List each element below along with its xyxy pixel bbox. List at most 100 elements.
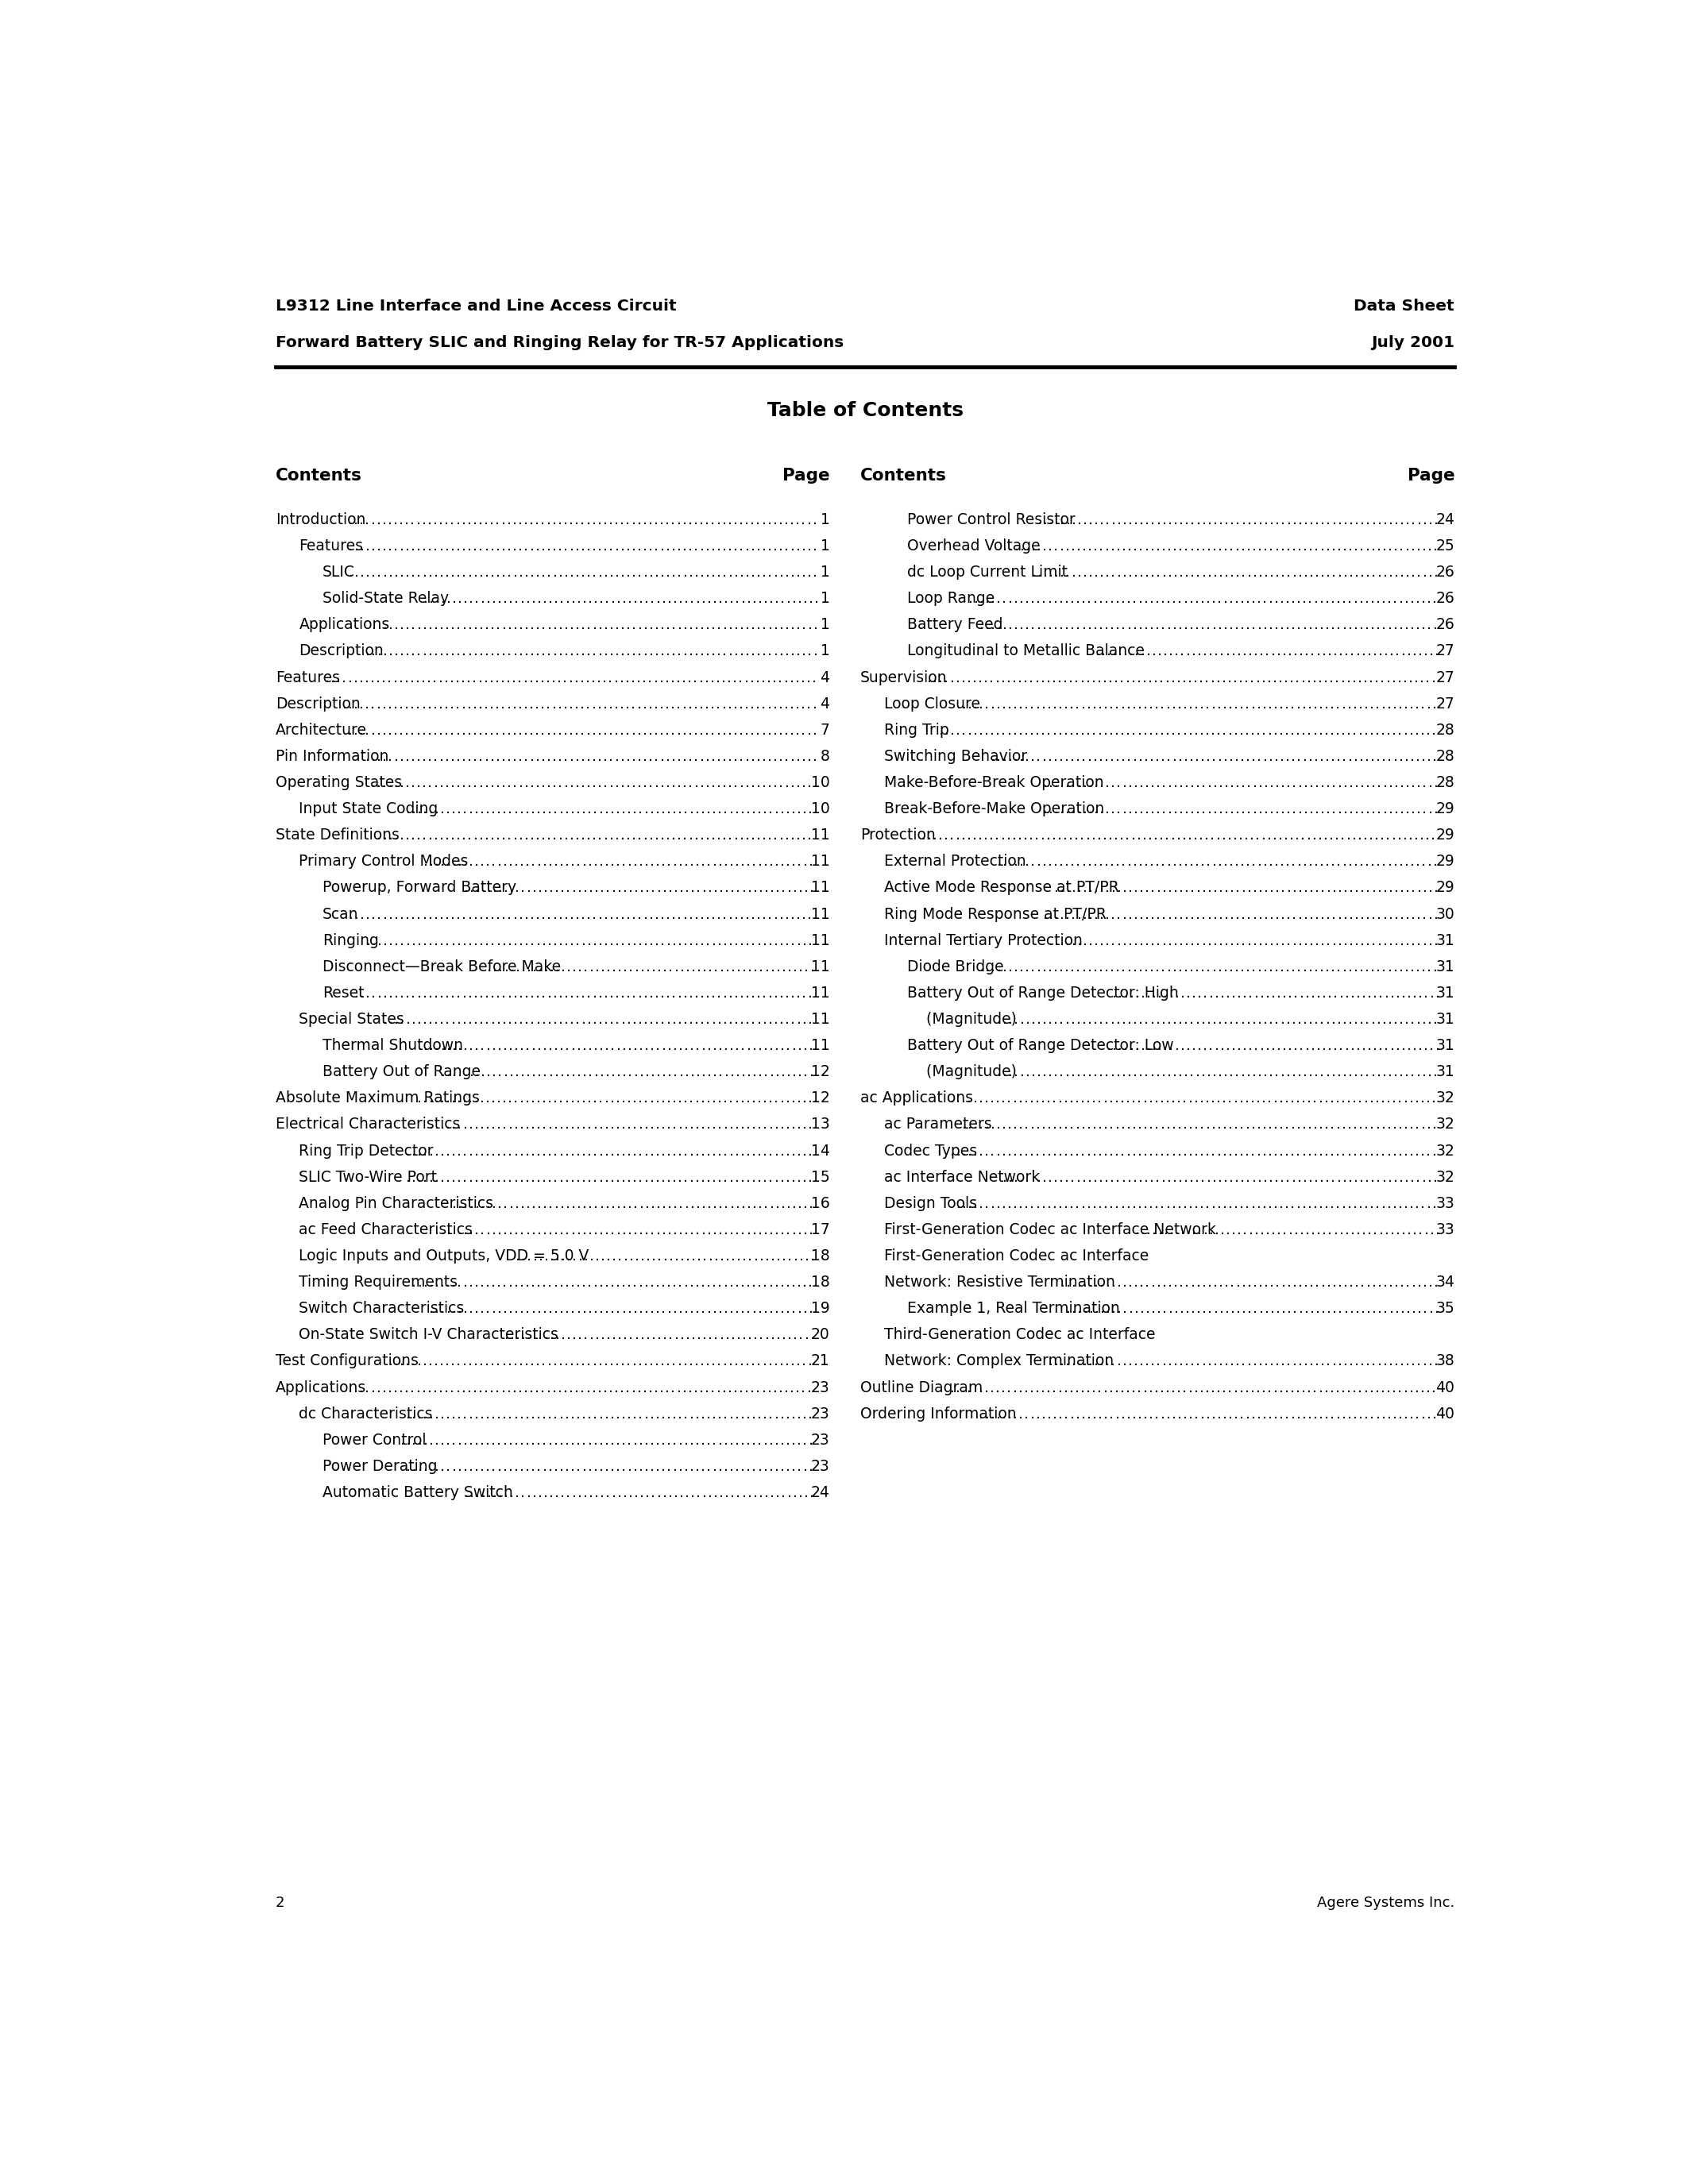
Text: .: . xyxy=(1433,539,1438,553)
Text: .: . xyxy=(1394,880,1399,895)
Text: .: . xyxy=(979,1197,984,1210)
Text: .: . xyxy=(812,539,817,553)
Text: .: . xyxy=(994,670,999,686)
Text: .: . xyxy=(1301,828,1305,843)
Text: .: . xyxy=(1268,592,1273,607)
Text: .: . xyxy=(501,1380,506,1396)
Text: .: . xyxy=(439,985,444,1000)
Text: .: . xyxy=(714,1485,717,1500)
Text: Reset: Reset xyxy=(322,985,365,1000)
Text: .: . xyxy=(599,802,603,817)
Text: .: . xyxy=(1286,854,1290,869)
Text: .: . xyxy=(1099,1064,1104,1079)
Text: .: . xyxy=(1178,1354,1183,1369)
Text: .: . xyxy=(559,1011,564,1026)
Text: .: . xyxy=(1052,1380,1057,1396)
Text: .: . xyxy=(802,1275,807,1291)
Text: .: . xyxy=(1337,749,1340,764)
Text: .: . xyxy=(434,1090,439,1105)
Text: .: . xyxy=(441,1090,444,1105)
Text: .: . xyxy=(744,644,749,660)
Text: .: . xyxy=(557,539,562,553)
Text: .: . xyxy=(491,1302,496,1317)
Text: .: . xyxy=(1241,592,1244,607)
Text: .: . xyxy=(527,959,532,974)
Text: .: . xyxy=(1053,959,1058,974)
Text: .: . xyxy=(616,880,621,895)
Text: .: . xyxy=(1334,1037,1339,1053)
Text: .: . xyxy=(479,1406,484,1422)
Text: .: . xyxy=(1361,933,1364,948)
Text: .: . xyxy=(716,513,721,526)
Text: .: . xyxy=(1129,1037,1134,1053)
Text: .: . xyxy=(768,828,773,843)
Text: .: . xyxy=(474,592,479,607)
Text: .: . xyxy=(1325,749,1330,764)
Text: .: . xyxy=(451,1011,456,1026)
Text: .: . xyxy=(979,1406,984,1422)
Text: .: . xyxy=(797,1433,802,1448)
Text: .: . xyxy=(1047,828,1050,843)
Text: .: . xyxy=(717,1354,721,1369)
Text: .: . xyxy=(1231,1354,1234,1369)
Text: .: . xyxy=(1366,1064,1369,1079)
Text: .: . xyxy=(436,1037,439,1053)
Text: .: . xyxy=(711,1380,716,1396)
Text: .: . xyxy=(1286,1302,1291,1317)
Text: .: . xyxy=(400,1011,405,1026)
Text: .: . xyxy=(756,906,761,922)
Text: .: . xyxy=(724,1223,729,1238)
Text: .: . xyxy=(626,985,631,1000)
Text: .: . xyxy=(702,1328,707,1343)
Text: .: . xyxy=(452,1302,456,1317)
Text: .: . xyxy=(354,906,360,922)
Text: .: . xyxy=(614,1354,619,1369)
Text: .: . xyxy=(598,1011,603,1026)
Text: 1: 1 xyxy=(820,566,830,581)
Text: .: . xyxy=(1404,1064,1409,1079)
Text: .: . xyxy=(1435,1037,1440,1053)
Text: .: . xyxy=(1313,854,1318,869)
Text: .: . xyxy=(1318,1406,1323,1422)
Text: .: . xyxy=(1399,959,1403,974)
Text: .: . xyxy=(564,1171,569,1184)
Text: .: . xyxy=(1229,539,1234,553)
Text: .: . xyxy=(1242,644,1247,660)
Text: .: . xyxy=(532,880,537,895)
Text: .: . xyxy=(1293,513,1296,526)
Text: .: . xyxy=(557,670,562,686)
Text: .: . xyxy=(1195,933,1200,948)
Text: .: . xyxy=(712,1406,716,1422)
Text: .: . xyxy=(668,880,672,895)
Text: .: . xyxy=(706,985,711,1000)
Text: .: . xyxy=(792,1302,797,1317)
Text: .: . xyxy=(1006,828,1011,843)
Text: .: . xyxy=(1166,697,1170,712)
Text: .: . xyxy=(417,1406,422,1422)
Text: .: . xyxy=(496,1275,501,1291)
Text: .: . xyxy=(518,1380,523,1396)
Text: Power Control: Power Control xyxy=(322,1433,425,1448)
Text: .: . xyxy=(395,933,398,948)
Text: .: . xyxy=(523,775,528,791)
Text: .: . xyxy=(1146,1302,1150,1317)
Text: .: . xyxy=(1156,513,1161,526)
Text: .: . xyxy=(603,513,608,526)
Text: .: . xyxy=(1241,802,1246,817)
Text: .: . xyxy=(706,1090,711,1105)
Text: .: . xyxy=(996,1380,999,1396)
Text: .: . xyxy=(1394,775,1399,791)
Text: .: . xyxy=(1225,1037,1231,1053)
Text: .: . xyxy=(689,1171,694,1184)
Text: .: . xyxy=(469,1302,473,1317)
Text: .: . xyxy=(613,1249,616,1265)
Text: .: . xyxy=(1330,697,1335,712)
Text: .: . xyxy=(1433,1275,1438,1291)
Text: .: . xyxy=(560,1197,564,1210)
Text: .: . xyxy=(618,1328,623,1343)
Text: 27: 27 xyxy=(1436,644,1455,660)
Text: .: . xyxy=(795,775,800,791)
Text: .: . xyxy=(446,1223,451,1238)
Text: .: . xyxy=(780,1354,783,1369)
Text: .: . xyxy=(1139,1302,1144,1317)
